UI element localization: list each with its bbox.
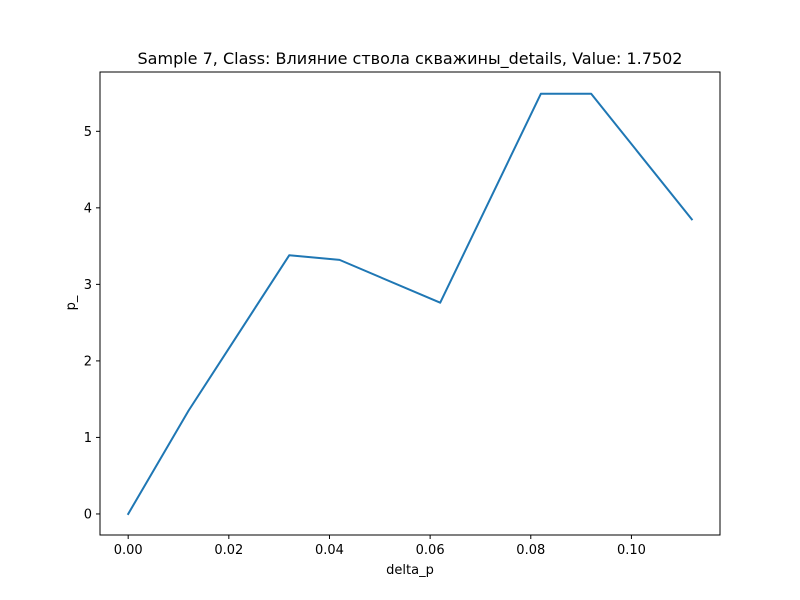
plot-area-frame — [99, 71, 721, 536]
y-tick-label: 2 — [84, 354, 92, 369]
x-tick-label: 0.10 — [617, 543, 646, 558]
series-line-0 — [126, 92, 694, 516]
y-tick-label: 4 — [84, 201, 92, 216]
x-tick-label: 0.02 — [214, 543, 243, 558]
y-tick-label: 0 — [84, 507, 92, 522]
y-tick-label: 1 — [84, 431, 92, 446]
y-tick-label: 5 — [84, 125, 92, 140]
series-layer — [126, 92, 694, 516]
y-tick-label: 3 — [84, 278, 92, 293]
chart-title: Sample 7, Class: Влияние ствола скважины… — [138, 49, 683, 69]
x-tick-label: 0.06 — [416, 543, 445, 558]
y-axis-ticks: 0 1 2 3 4 5 — [84, 125, 100, 522]
x-tick-label: 0.00 — [114, 543, 143, 558]
x-axis-ticks: 0.00 0.02 0.04 0.06 0.08 0.10 — [114, 535, 646, 558]
x-tick-label: 0.04 — [315, 543, 344, 558]
x-tick-label: 0.08 — [516, 543, 545, 558]
x-axis-label: delta_p — [386, 563, 434, 578]
y-axis-label: p_ — [64, 295, 79, 310]
